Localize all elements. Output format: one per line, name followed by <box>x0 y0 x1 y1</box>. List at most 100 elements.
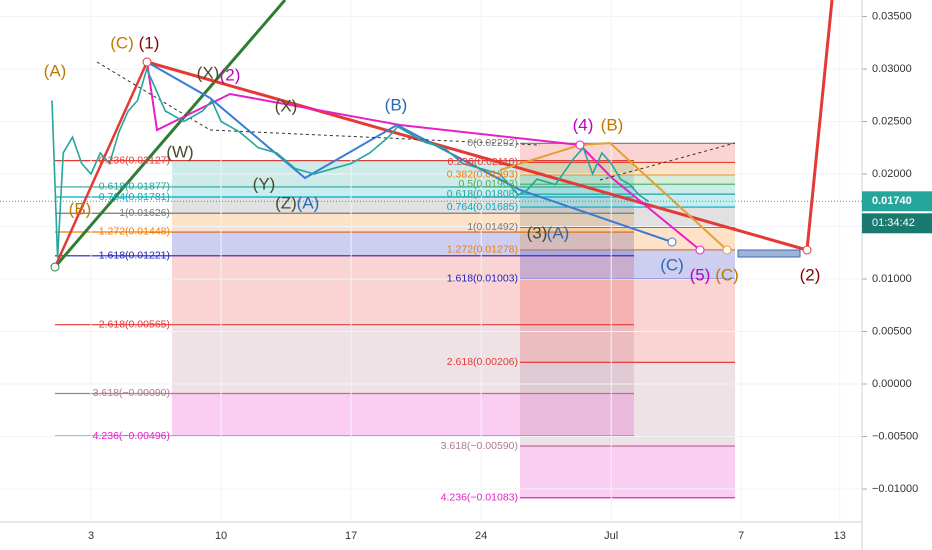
wave-line <box>53 61 149 268</box>
wave-label: (2) <box>220 65 241 84</box>
wave-label: (1) <box>139 33 160 52</box>
fib-zone <box>520 207 735 228</box>
wave-label: (Z) <box>275 193 297 212</box>
x-tick-label: Jul <box>604 530 618 542</box>
dotted-line <box>209 129 541 146</box>
fib-zone <box>172 186 634 197</box>
y-tick-label: 0.00500 <box>872 325 912 337</box>
fib-zone <box>520 227 735 250</box>
fib-zone <box>520 362 735 446</box>
fib-zone <box>520 174 735 185</box>
fib-zone <box>172 231 634 256</box>
fib-label: 1.618(0.01221) <box>99 250 170 262</box>
wave-label: (5) <box>690 265 711 284</box>
wave-line <box>146 60 808 252</box>
fib-label: 1.272(0.01278) <box>447 244 518 256</box>
wave-label: (2) <box>800 265 821 284</box>
fib-label: 3.618(−0.00090) <box>93 387 170 399</box>
fib-label: 3.618(−0.00590) <box>441 440 518 452</box>
countdown: 01:34:42 <box>872 217 915 229</box>
fib-zones <box>55 142 735 499</box>
pivot <box>695 245 705 255</box>
wave-label: (X) <box>275 96 298 115</box>
drawings <box>50 0 834 272</box>
fib-label: 1.618(0.01003) <box>447 272 518 284</box>
pivot <box>142 57 152 67</box>
wave-label: (A) <box>547 223 570 242</box>
last-price-box <box>862 191 932 212</box>
wave-line <box>805 0 834 251</box>
fib-zone <box>520 184 735 195</box>
wave-label: (X) <box>197 63 220 82</box>
trend-line <box>53 0 287 268</box>
fib-label: 0.5(0.01903) <box>458 178 518 190</box>
price <box>0 66 862 259</box>
x-tick-label: 13 <box>834 530 846 542</box>
fib-zone <box>172 324 634 394</box>
y-tick-label: 0.01000 <box>872 273 912 285</box>
wave-label: (B) <box>69 199 92 218</box>
fib-zone <box>172 255 634 325</box>
pivot <box>722 245 732 255</box>
fib-zone <box>172 213 634 232</box>
pivot <box>667 237 677 247</box>
last-price-label: 0.01740 <box>872 195 912 207</box>
wave-label: (4) <box>573 115 594 134</box>
wave-label: (B) <box>601 115 624 134</box>
fib-zone <box>520 445 735 498</box>
fib-label: 4.236(−0.01083) <box>441 492 518 504</box>
x-tick-label: 24 <box>475 530 487 542</box>
fib-label: 0(0.02292) <box>467 137 518 149</box>
fib-label: 0.236(0.02110) <box>448 156 518 168</box>
wave-label: (C) <box>110 33 134 52</box>
x-tick-label: 10 <box>215 530 227 542</box>
fib-label: 0.618(0.01808) <box>447 188 518 200</box>
wave-label: (3) <box>527 223 548 242</box>
y-tick-label: −0.00500 <box>872 430 918 442</box>
pivot <box>575 140 585 150</box>
pivot <box>50 262 60 272</box>
wave-line <box>499 141 728 251</box>
fib-label: 0.764(0.01685) <box>447 201 518 213</box>
fib-label: 1(0.01626) <box>119 207 170 219</box>
fib-zone <box>520 194 735 208</box>
grid <box>0 0 867 522</box>
fib-label: 1.272(0.01448) <box>99 226 170 238</box>
wave-label: (C) <box>660 255 684 274</box>
y-tick-label: 0.02000 <box>872 168 912 180</box>
y-tick-label: −0.01000 <box>872 483 918 495</box>
y-tick-label: 0.03000 <box>872 63 912 75</box>
fib-label: 2.618(0.00206) <box>447 356 518 368</box>
wave-line <box>146 61 701 251</box>
fib-zone <box>172 196 634 214</box>
wave-label: (A) <box>297 193 320 212</box>
fib-label: 0.618(0.01877) <box>99 181 170 193</box>
fib-zone <box>520 278 735 363</box>
fib-label: 1(0.01492) <box>467 221 518 233</box>
fib-label: 0.236(0.02127) <box>99 154 170 166</box>
wave-label: (C) <box>715 265 739 284</box>
wave-line <box>146 61 673 243</box>
price-line <box>51 66 649 259</box>
x-tick-label: 7 <box>738 530 744 542</box>
fib-zone <box>520 249 735 279</box>
fib-zone <box>520 162 735 175</box>
dotted-line <box>599 142 736 181</box>
fib-label: 0.764(0.01781) <box>99 191 170 203</box>
wave-label: (Y) <box>253 174 276 193</box>
fib-label: 4.236(−0.00496) <box>93 430 170 442</box>
countdown-box <box>862 213 932 234</box>
pivot <box>802 245 812 255</box>
y-tick-label: 0.03500 <box>872 10 912 22</box>
y-tick-label: 0.02500 <box>872 115 912 127</box>
x-tick-label: 3 <box>88 530 94 542</box>
range-marker <box>737 249 801 258</box>
wave-label: (A) <box>44 61 67 80</box>
wave-label: (B) <box>385 95 408 114</box>
fib-label: 2.618(0.00565) <box>99 318 170 330</box>
fib-zone <box>172 393 634 437</box>
fib-label: 0.382(0.01993) <box>447 169 518 181</box>
wave-label: (W) <box>166 142 193 161</box>
labels: 0.035000.030000.025000.020000.015000.010… <box>44 10 932 542</box>
